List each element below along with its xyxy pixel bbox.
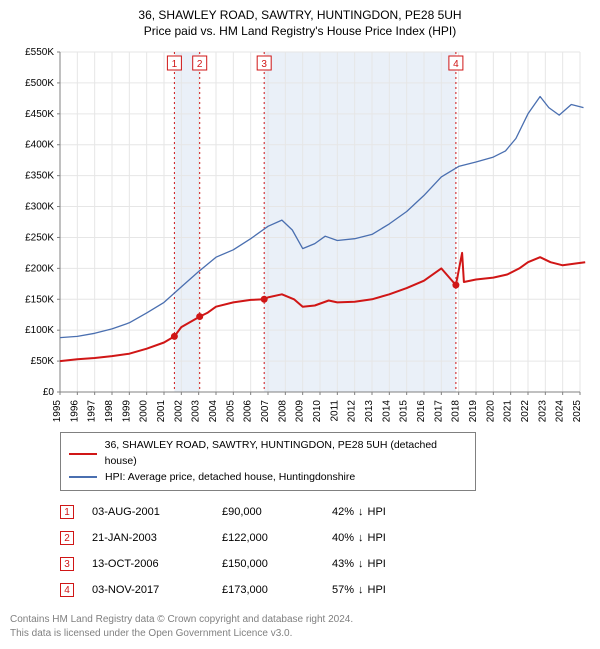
svg-text:2010: 2010 — [312, 400, 323, 423]
transaction-date: 03-AUG-2001 — [92, 506, 222, 518]
svg-text:2003: 2003 — [191, 400, 202, 423]
svg-text:£100K: £100K — [25, 325, 54, 336]
svg-text:2014: 2014 — [381, 400, 392, 423]
svg-text:2001: 2001 — [156, 400, 167, 423]
svg-text:2013: 2013 — [364, 400, 375, 423]
svg-text:2016: 2016 — [416, 400, 427, 423]
transaction-pct: 43%↓HPI — [332, 558, 422, 570]
svg-text:2023: 2023 — [537, 400, 548, 423]
chart-container: 36, SHAWLEY ROAD, SAWTRY, HUNTINGDON, PE… — [0, 0, 600, 649]
svg-text:2025: 2025 — [572, 400, 583, 423]
svg-text:1995: 1995 — [52, 400, 63, 423]
arrow-down-icon: ↓ — [358, 532, 364, 544]
svg-text:3: 3 — [261, 59, 267, 70]
svg-text:4: 4 — [453, 59, 459, 70]
transaction-row: 3 13-OCT-2006£150,00043%↓HPI — [60, 551, 590, 577]
transaction-row: 2 21-JAN-2003£122,00040%↓HPI — [60, 525, 590, 551]
transaction-marker: 1 — [60, 505, 74, 519]
svg-text:£400K: £400K — [25, 140, 54, 151]
transaction-date: 13-OCT-2006 — [92, 558, 222, 570]
transaction-price: £173,000 — [222, 584, 332, 596]
transaction-marker: 2 — [60, 531, 74, 545]
svg-text:2018: 2018 — [451, 400, 462, 423]
transaction-date: 03-NOV-2017 — [92, 584, 222, 596]
svg-text:£150K: £150K — [25, 294, 54, 305]
svg-text:2009: 2009 — [295, 400, 306, 423]
svg-text:2011: 2011 — [329, 400, 340, 422]
svg-text:1996: 1996 — [69, 400, 80, 423]
legend-swatch — [69, 476, 97, 478]
transaction-row: 1 03-AUG-2001£90,00042%↓HPI — [60, 499, 590, 525]
svg-text:2000: 2000 — [139, 400, 150, 423]
transaction-price: £150,000 — [222, 558, 332, 570]
svg-text:2017: 2017 — [433, 400, 444, 423]
svg-text:1: 1 — [172, 59, 178, 70]
transactions-table: 103-AUG-2001£90,00042%↓HPI221-JAN-2003£1… — [60, 499, 590, 603]
legend-label: 36, SHAWLEY ROAD, SAWTRY, HUNTINGDON, PE… — [105, 438, 467, 470]
svg-text:1999: 1999 — [121, 400, 132, 423]
svg-text:£350K: £350K — [25, 171, 54, 182]
transaction-date: 21-JAN-2003 — [92, 532, 222, 544]
transaction-marker: 4 — [60, 583, 74, 597]
svg-text:2002: 2002 — [173, 400, 184, 423]
svg-text:2006: 2006 — [243, 400, 254, 423]
arrow-down-icon: ↓ — [358, 558, 364, 570]
svg-text:2: 2 — [197, 59, 203, 70]
svg-text:2004: 2004 — [208, 400, 219, 423]
footer-line1: Contains HM Land Registry data © Crown c… — [10, 613, 590, 627]
svg-text:2008: 2008 — [277, 400, 288, 423]
arrow-down-icon: ↓ — [358, 584, 364, 596]
legend-row: HPI: Average price, detached house, Hunt… — [69, 470, 467, 486]
svg-text:2007: 2007 — [260, 400, 271, 423]
transaction-pct: 57%↓HPI — [332, 584, 422, 596]
svg-text:£450K: £450K — [25, 109, 54, 120]
legend: 36, SHAWLEY ROAD, SAWTRY, HUNTINGDON, PE… — [60, 432, 476, 491]
legend-swatch — [69, 453, 97, 455]
svg-text:1998: 1998 — [104, 400, 115, 423]
transaction-pct: 42%↓HPI — [332, 506, 422, 518]
svg-text:2012: 2012 — [347, 400, 358, 423]
chart: £0 £50K £100K £150K £200K £250K £300K £350K £400… — [10, 44, 590, 424]
svg-text:2020: 2020 — [485, 400, 496, 423]
transaction-marker: 3 — [60, 557, 74, 571]
svg-text:£250K: £250K — [25, 232, 54, 243]
footer-line2: This data is licensed under the Open Gov… — [10, 627, 590, 641]
svg-text:£50K: £50K — [31, 356, 55, 367]
svg-text:2022: 2022 — [520, 400, 531, 423]
svg-text:2005: 2005 — [225, 400, 236, 423]
legend-label: HPI: Average price, detached house, Hunt… — [105, 470, 355, 486]
svg-text:£200K: £200K — [25, 263, 54, 274]
svg-text:£550K: £550K — [25, 47, 54, 58]
transaction-pct: 40%↓HPI — [332, 532, 422, 544]
legend-row: 36, SHAWLEY ROAD, SAWTRY, HUNTINGDON, PE… — [69, 438, 467, 470]
svg-text:1997: 1997 — [87, 400, 98, 423]
chart-svg: £0 £50K £100K £150K £200K £250K £300K £350K £400… — [10, 44, 590, 424]
svg-text:£500K: £500K — [25, 78, 54, 89]
transaction-price: £90,000 — [222, 506, 332, 518]
title-line1: 36, SHAWLEY ROAD, SAWTRY, HUNTINGDON, PE… — [10, 8, 590, 22]
svg-text:£0: £0 — [43, 387, 55, 398]
svg-text:2019: 2019 — [468, 400, 479, 423]
svg-text:2021: 2021 — [503, 400, 514, 423]
svg-text:£300K: £300K — [25, 202, 54, 213]
title-line2: Price paid vs. HM Land Registry's House … — [10, 24, 590, 38]
svg-text:2015: 2015 — [399, 400, 410, 423]
arrow-down-icon: ↓ — [358, 506, 364, 518]
transaction-price: £122,000 — [222, 532, 332, 544]
footer: Contains HM Land Registry data © Crown c… — [10, 613, 590, 641]
transaction-row: 4 03-NOV-2017£173,00057%↓HPI — [60, 577, 590, 603]
svg-text:2024: 2024 — [555, 400, 566, 423]
